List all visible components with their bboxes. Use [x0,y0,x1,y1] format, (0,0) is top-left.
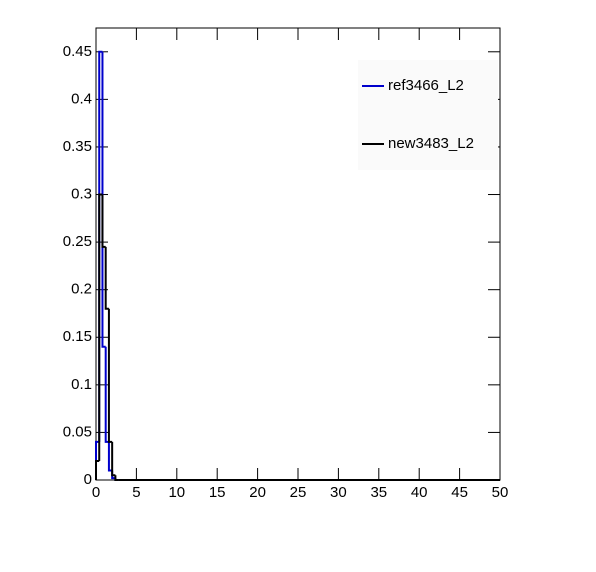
y-tick-label: 0.35 [63,138,92,155]
legend-label: new3483_L2 [388,135,474,152]
x-tick-label: 35 [370,484,387,501]
histogram-bin [111,441,116,477]
y-tick-label: 0.3 [71,185,92,202]
x-tick-label: 20 [249,484,266,501]
histogram-bin [101,194,106,248]
x-tick-label: 15 [209,484,226,501]
x-tick-label: 10 [168,484,185,501]
x-tick-label: 40 [411,484,428,501]
y-tick-label: 0.05 [63,423,92,440]
legend-label: ref3466_L2 [388,77,464,94]
y-tick-label: 0.1 [71,376,92,393]
histogram-bin [101,51,106,348]
x-tick-label: 0 [92,484,100,501]
histogram-bin [95,459,100,480]
histogram-bin [107,441,113,472]
y-tick-label: 0 [84,471,92,488]
histogram-bin [104,246,109,310]
histogram-bin [107,308,113,443]
histogram-bin [98,193,103,461]
y-tick-label: 0.25 [63,233,92,250]
histogram-bin [104,346,109,443]
y-tick-label: 0.15 [63,328,92,345]
x-tick-label: 25 [290,484,307,501]
x-tick-label: 45 [451,484,468,501]
x-tick-label: 50 [492,484,509,501]
legend-box [358,60,498,170]
y-tick-label: 0.2 [71,281,92,298]
y-tick-label: 0.45 [63,43,92,60]
x-tick-label: 30 [330,484,347,501]
histogram-bin [114,475,119,481]
y-tick-label: 0.4 [71,90,92,107]
x-tick-label: 5 [132,484,140,501]
